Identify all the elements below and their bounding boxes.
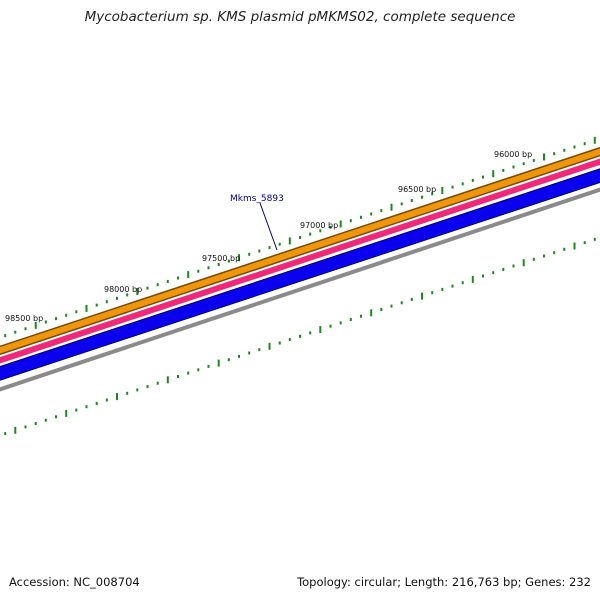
tick-label: 96500 bp: [398, 185, 436, 194]
orange-track: [0, 148, 600, 354]
gray-track: [0, 187, 600, 392]
tick-label: 97000 bp: [300, 221, 338, 230]
tick-label: 97500 bp: [202, 254, 240, 263]
blue-track: [0, 169, 600, 380]
gene-callout-line: [259, 202, 278, 251]
gene-label[interactable]: Mkms_5893: [230, 194, 284, 204]
tick-label: 98500 bp: [5, 314, 43, 323]
sequence-stats: Topology: circular; Length: 216,763 bp; …: [297, 575, 591, 589]
pink-track: [0, 158, 600, 364]
outer-tick-group: [4, 136, 596, 338]
page-title: Mycobacterium sp. KMS plasmid pMKMS02, c…: [84, 9, 516, 25]
accession-label: Accession: NC_008704: [9, 575, 140, 589]
tick-label: 98000 bp: [104, 285, 142, 294]
tick-label: 96000 bp: [494, 150, 532, 159]
inner-tick-group: [4, 237, 596, 436]
